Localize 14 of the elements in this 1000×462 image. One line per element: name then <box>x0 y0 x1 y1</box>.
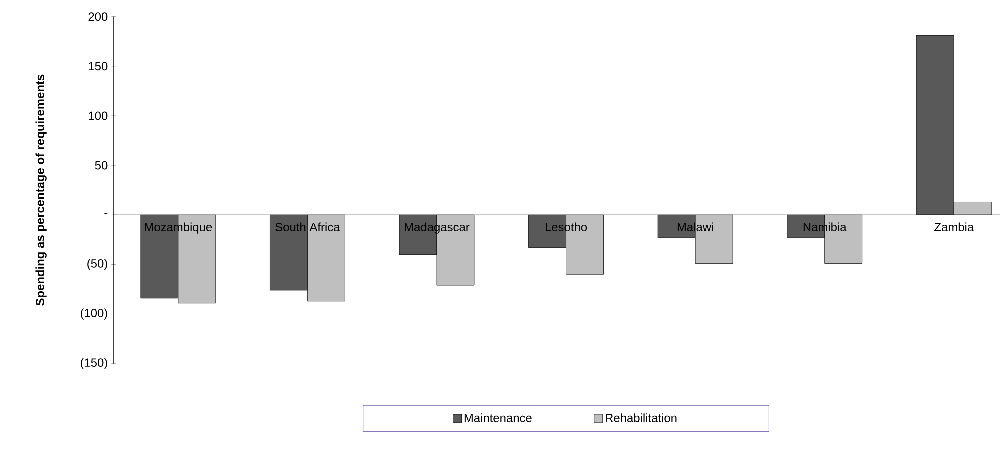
y-tick-label: 150 <box>89 62 108 71</box>
legend-label: Rehabilitation <box>606 414 677 422</box>
y-tick-label: 100 <box>89 112 108 120</box>
y-tick-label: - <box>104 213 108 214</box>
y-tick-label: (150) <box>80 358 108 370</box>
y-axis-title: Spending as percentage of requirements <box>36 74 47 306</box>
legend-label: Maintenance <box>464 414 532 422</box>
y-tick-label: 50 <box>95 161 108 170</box>
y-tick-label: (50) <box>88 259 108 270</box>
y-tick-label: 200 <box>88 12 108 22</box>
x-tick-label: Zambia <box>934 222 974 232</box>
x-tick-label: Mozambique <box>145 222 212 234</box>
x-tick-label: South Africa <box>276 222 340 232</box>
y-tick-label: (100) <box>80 308 108 320</box>
